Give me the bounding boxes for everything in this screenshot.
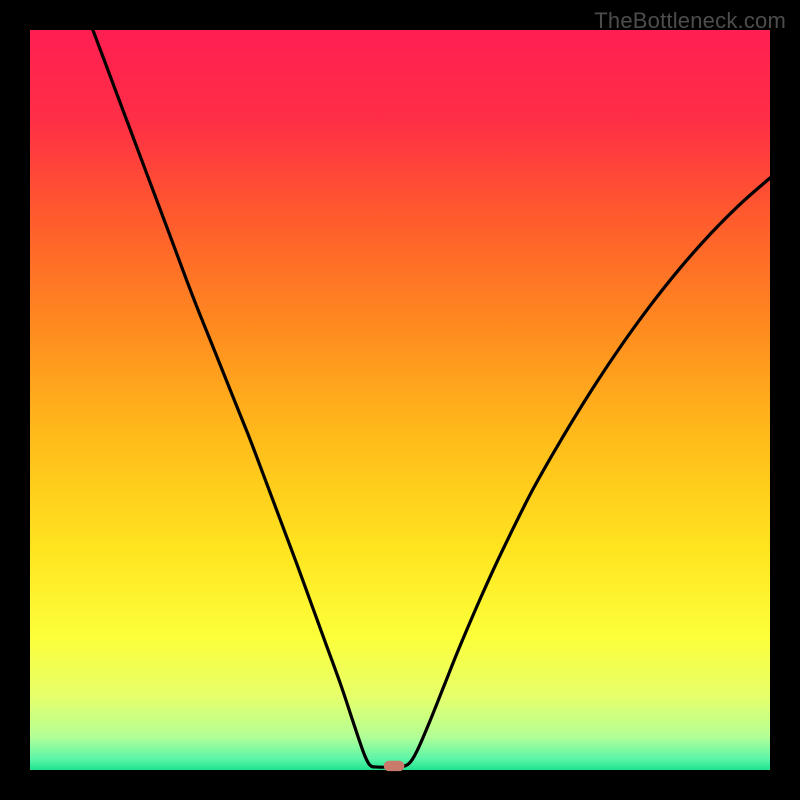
bottleneck-chart (0, 0, 800, 800)
optimal-point-marker (384, 761, 405, 771)
chart-plot-area (30, 30, 770, 770)
watermark-text: TheBottleneck.com (594, 8, 786, 34)
